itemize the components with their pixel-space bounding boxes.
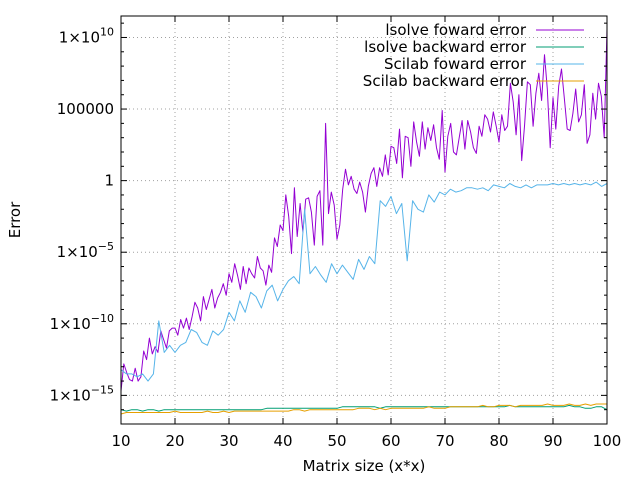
series-line-1 bbox=[120, 28, 608, 392]
y-tick-label: 1×10−10 bbox=[50, 312, 114, 333]
y-tick-label: 1×1010 bbox=[59, 25, 114, 46]
x-axis-title: Matrix size (x*x) bbox=[303, 457, 426, 475]
legend-label: lsolve foward error bbox=[385, 21, 526, 39]
y-tick-label: 1 bbox=[104, 172, 114, 190]
x-tick-label: 60 bbox=[381, 432, 400, 450]
grid-lines bbox=[121, 16, 607, 424]
y-tick-label: 100000 bbox=[57, 100, 114, 118]
y-tick-label-exponent: −10 bbox=[91, 312, 114, 325]
axis-ticks: 10 20 30 40 50 60 70 80 90 1001×101010000011×10−5… bbox=[50, 16, 622, 450]
series-line-4 bbox=[120, 403, 607, 415]
series-lines bbox=[120, 28, 608, 415]
y-tick-label-exponent: 10 bbox=[100, 25, 114, 38]
y-axis-title: Error bbox=[6, 201, 24, 238]
y-tick-label: 1×10−5 bbox=[57, 240, 114, 261]
x-tick-label: 40 bbox=[273, 432, 292, 450]
x-tick-label: 80 bbox=[489, 432, 508, 450]
y-tick-label-base: 1×10 bbox=[57, 243, 98, 261]
legend-label: Scilab foward error bbox=[384, 55, 527, 73]
legend-label: Scilab backward error bbox=[363, 72, 527, 90]
plot-frame bbox=[120, 15, 608, 425]
x-tick-label: 10 bbox=[111, 432, 130, 450]
x-tick-label: 70 bbox=[435, 432, 454, 450]
x-tick-label: 20 bbox=[165, 432, 184, 450]
y-tick-label: 1×10−15 bbox=[50, 383, 114, 404]
x-tick-label: 30 bbox=[219, 432, 238, 450]
series-line-2 bbox=[120, 404, 608, 412]
legend-label: lsolve backward error bbox=[364, 38, 527, 56]
y-tick-label-base: 1×10 bbox=[50, 386, 91, 404]
y-tick-label-base: 1×10 bbox=[50, 315, 91, 333]
y-tick-label-base: 1 bbox=[104, 172, 114, 190]
y-tick-label-base: 100000 bbox=[57, 100, 114, 118]
y-tick-label-exponent: −5 bbox=[98, 240, 114, 253]
y-tick-label-base: 1×10 bbox=[59, 28, 100, 46]
x-tick-label: 50 bbox=[327, 432, 346, 450]
x-tick-label: 90 bbox=[543, 432, 562, 450]
y-tick-label-exponent: −15 bbox=[91, 383, 114, 396]
series-line-3 bbox=[120, 181, 608, 382]
x-tick-label: 100 bbox=[593, 432, 622, 450]
